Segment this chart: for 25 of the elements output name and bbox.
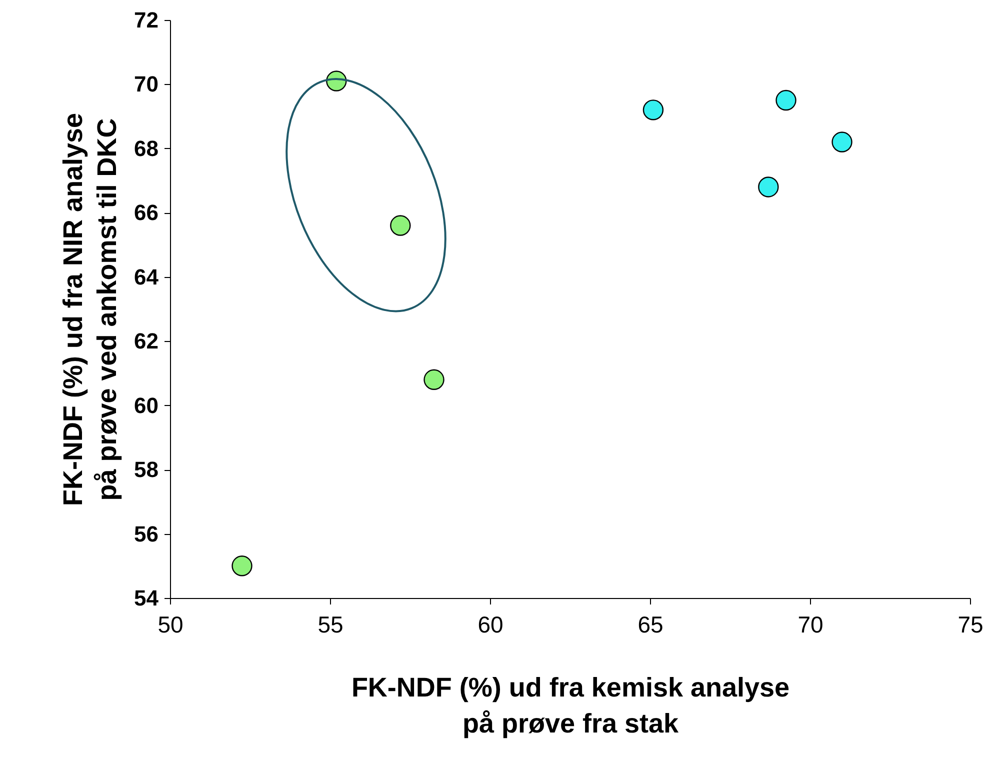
y-tick-label: 64 — [134, 264, 160, 290]
point — [390, 215, 411, 236]
y-tick-label: 60 — [134, 392, 158, 418]
point — [832, 132, 852, 152]
point — [776, 90, 796, 111]
x-tick-label: 70 — [798, 612, 824, 638]
point — [232, 556, 252, 576]
y-tick-label: 70 — [134, 72, 158, 97]
y-tick-label: 66 — [134, 200, 158, 226]
x-tick-label: 50 — [158, 612, 184, 638]
y-axis-title: FK-NDF (%) ud fra NIR analyse på prøve ved ankomst til DKC — [58, 112, 122, 506]
x-tick-label: 55 — [318, 612, 344, 638]
point — [642, 100, 664, 120]
point — [758, 176, 779, 198]
y-tick-label: 58 — [134, 457, 158, 482]
x-tick-label: 75 — [958, 612, 984, 638]
y-tick-label: 56 — [134, 521, 158, 546]
x-axis-title: FK-NDF (%) ud fra kemisk analyse på prøve fra stak — [351, 672, 790, 738]
y-tick-label: 54 — [134, 586, 160, 610]
point — [424, 369, 444, 390]
y-tick-label: 72 — [134, 8, 158, 32]
y-tick-label: 62 — [134, 328, 158, 354]
x-tick-label: 60 — [478, 612, 504, 638]
y-tick-label: 68 — [134, 136, 158, 161]
x-tick-label: 65 — [638, 612, 664, 638]
